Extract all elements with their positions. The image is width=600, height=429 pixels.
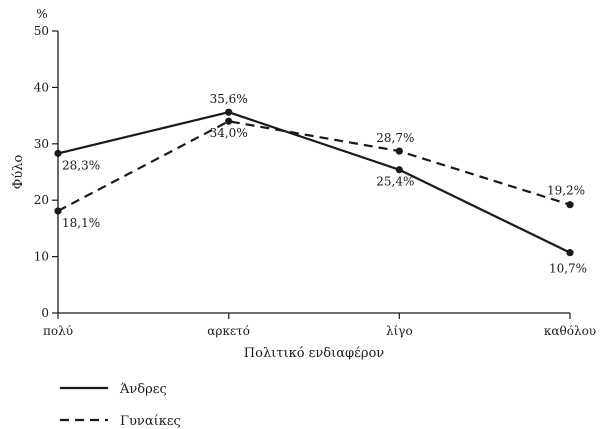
data-point <box>395 166 403 174</box>
legend-item-women: Γυναίκες <box>60 414 181 429</box>
y-tick-label: 0 <box>41 306 49 320</box>
data-point <box>395 147 403 155</box>
data-point <box>225 108 233 116</box>
data-point <box>225 117 233 125</box>
data-point <box>54 207 62 215</box>
x-tick-label: πολύ <box>43 324 73 338</box>
y-axis-title: Φύλο <box>11 155 26 190</box>
legend-item-men: Άνδρες <box>60 382 167 397</box>
data-label: 28,3% <box>62 158 100 172</box>
data-label: 28,7% <box>376 131 414 145</box>
data-point <box>566 201 574 209</box>
y-tick-label: 20 <box>34 193 49 207</box>
x-tick-label: καθόλου <box>544 324 596 338</box>
y-axis-unit: % <box>36 7 47 21</box>
y-tick-label: 30 <box>34 137 49 151</box>
series-layer: 28,3% 35,6% 25,4% 10,7% 18,1% 34,0% 28,7% 19,2% <box>54 92 587 276</box>
y-tick-label: 50 <box>34 24 49 38</box>
axes <box>57 31 570 314</box>
x-axis-title: Πολιτικό ενδιαφέρον <box>244 346 385 361</box>
x-tick-label: λίγο <box>386 324 413 338</box>
series-line-men <box>57 111 571 254</box>
series-line-women <box>57 120 571 212</box>
data-label: 19,2% <box>547 184 585 198</box>
y-tick-label: 40 <box>34 80 49 94</box>
data-point <box>566 249 574 257</box>
legend-label-men: Άνδρες <box>119 382 167 397</box>
x-tick-label: αρκετό <box>207 324 250 338</box>
y-ticks: 0 10 20 30 40 50 <box>34 24 58 320</box>
x-ticks: πολύ αρκετό λίγο καθόλου <box>43 313 596 338</box>
data-label: 10,7% <box>549 262 587 276</box>
data-label: 18,1% <box>62 216 100 230</box>
y-tick-label: 10 <box>34 250 49 264</box>
legend-label-women: Γυναίκες <box>120 414 181 429</box>
data-label: 35,6% <box>210 92 248 106</box>
legend: Άνδρες Γυναίκες <box>60 382 181 429</box>
data-point <box>54 149 62 157</box>
data-label: 25,4% <box>376 175 414 189</box>
data-label: 34,0% <box>210 126 248 140</box>
